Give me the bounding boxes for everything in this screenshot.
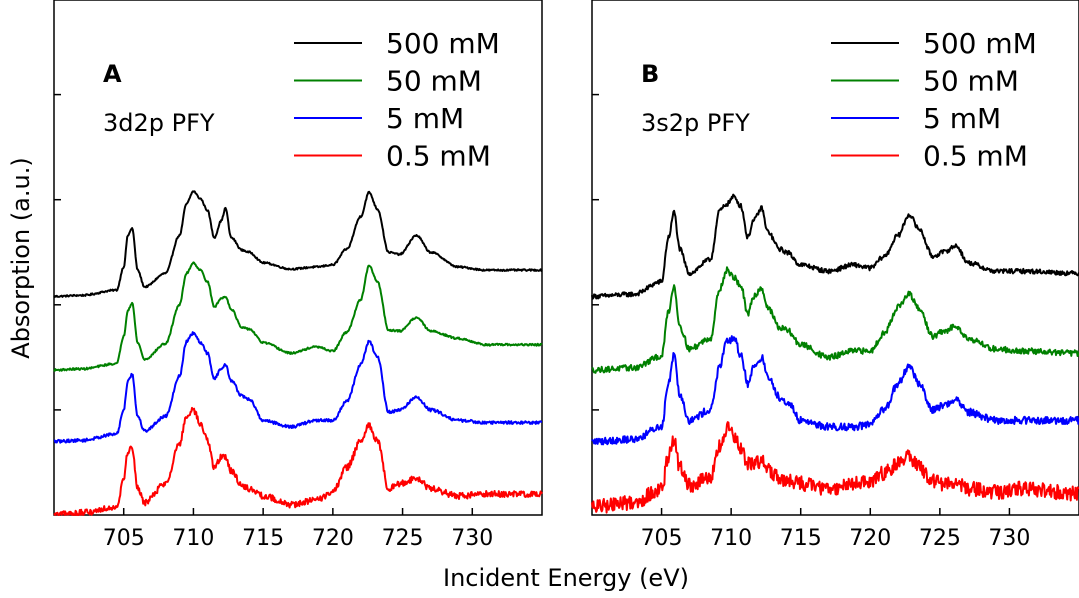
series-line-500-mm	[591, 193, 1079, 300]
panel-b-frame	[591, 0, 1079, 516]
legend-label: 0.5 mM	[386, 140, 491, 173]
panel-a-frame	[53, 0, 543, 516]
legend-label: 50 mM	[923, 65, 1019, 98]
panel-a-series	[53, 190, 543, 516]
x-tick-label: 715	[780, 526, 822, 551]
panel-a-legend: 500 mM 50 mM 5 mM 0.5 mM	[294, 27, 500, 173]
series-line-5-mm	[591, 335, 1079, 446]
series-line-0-5-mm	[53, 406, 543, 516]
panel-b-ticks: 705 710 715 720 725 730	[592, 93, 1030, 551]
panel-b-legend: 500 mM 50 mM 5 mM 0.5 mM	[831, 27, 1037, 173]
legend-label: 0.5 mM	[923, 140, 1028, 173]
x-tick-label: 730	[451, 526, 493, 551]
legend-label: 5 mM	[923, 102, 1001, 135]
panel-b: 705 710 715 720 725 730 B 3s2p PFY 500 mM 50 m…	[591, 0, 1079, 551]
x-tick-label: 710	[172, 526, 214, 551]
series-line-50-mm	[591, 266, 1079, 374]
panel-a-label: A	[103, 60, 122, 88]
series-line-5-mm	[53, 331, 543, 444]
x-tick-label: 725	[382, 526, 424, 551]
x-tick-label: 725	[919, 526, 961, 551]
legend-label: 500 mM	[923, 27, 1037, 60]
legend-label: 5 mM	[386, 102, 464, 135]
x-axis-label: Incident Energy (eV)	[443, 564, 689, 592]
series-line-500-mm	[53, 190, 543, 298]
legend-label: 500 mM	[386, 27, 500, 60]
x-tick-label: 720	[312, 526, 354, 551]
panel-a: 705 710 715 720 725 730 A 3d2p PFY 500 mM 50 m…	[53, 0, 543, 551]
panel-b-series	[591, 193, 1079, 514]
y-axis-label: Absorption (a.u.)	[7, 157, 35, 358]
x-tick-label: 720	[849, 526, 891, 551]
x-tick-label: 705	[103, 526, 145, 551]
series-line-0-5-mm	[591, 421, 1079, 514]
legend-label: 50 mM	[386, 65, 482, 98]
panel-a-annotation: 3d2p PFY	[103, 109, 215, 137]
panel-b-label: B	[641, 60, 659, 88]
x-tick-label: 705	[641, 526, 683, 551]
x-tick-label: 710	[710, 526, 752, 551]
panel-a-ticks: 705 710 715 720 725 730	[54, 93, 493, 551]
series-line-50-mm	[53, 261, 543, 372]
x-tick-label: 715	[242, 526, 284, 551]
x-tick-label: 730	[988, 526, 1030, 551]
panel-b-annotation: 3s2p PFY	[641, 109, 750, 137]
